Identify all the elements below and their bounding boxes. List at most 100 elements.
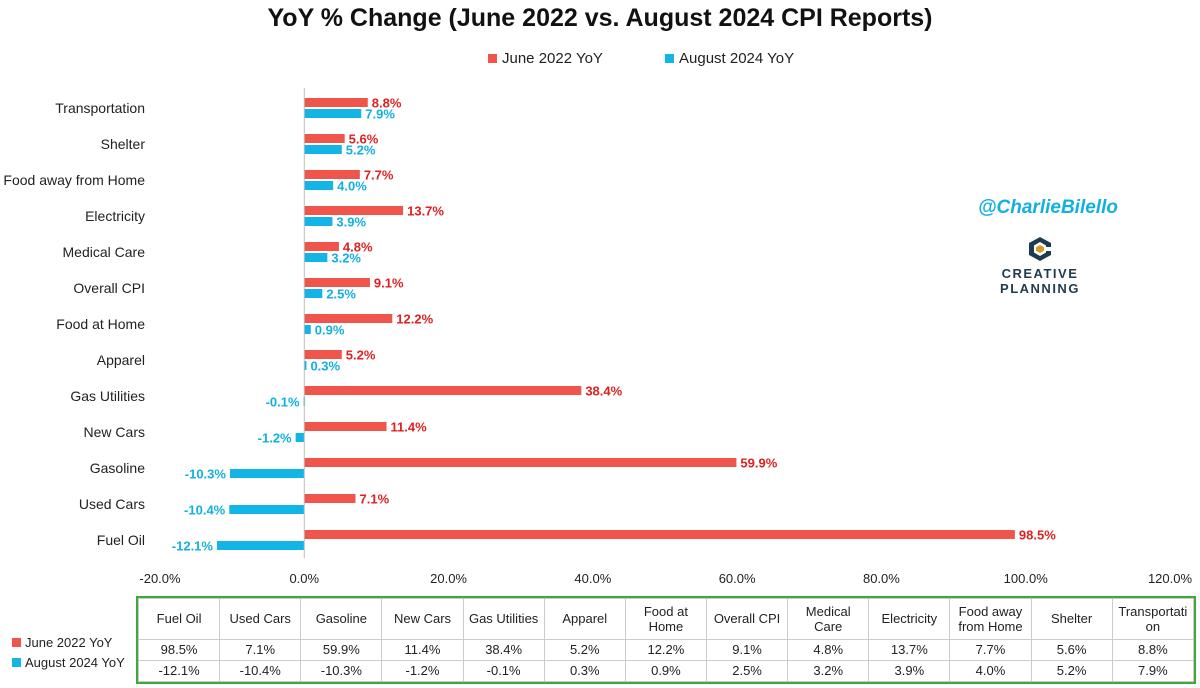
table-cell: -10.4% (219, 659, 302, 683)
table-cell: 11.4% (381, 638, 464, 661)
data-label-aug-2024-transportation: 7.9% (365, 107, 395, 122)
data-label-aug-2024-food-away-from-home: 4.0% (337, 179, 367, 194)
bar-june-2022-overall-cpi (304, 278, 370, 287)
data-label-aug-2024-apparel: 0.3% (310, 359, 340, 374)
category-label-gasoline: Gasoline (90, 460, 145, 476)
creative-planning-logo-icon (1029, 237, 1051, 261)
category-label-fuel-oil: Fuel Oil (97, 532, 145, 548)
data-label-aug-2024-used-cars: -10.4% (184, 503, 226, 518)
category-label-overall-cpi: Overall CPI (73, 280, 145, 296)
data-label-june-2022-fuel-oil: 98.5% (1019, 528, 1056, 543)
category-label-electricity: Electricity (85, 208, 145, 224)
category-label-gas-utilities: Gas Utilities (70, 388, 145, 404)
category-label-apparel: Apparel (97, 352, 145, 368)
table-cell: 4.0% (949, 659, 1032, 683)
bar-aug-2024-food-away-from-home (304, 181, 334, 190)
bar-aug-2024-used-cars (229, 505, 305, 514)
table-row-label-june-2022: June 2022 YoY (12, 632, 112, 652)
table-header-cell: Electricity (868, 598, 951, 640)
bar-june-2022-apparel (304, 350, 342, 359)
bar-june-2022-gasoline (304, 458, 737, 467)
table-row-june-2022: 98.5% 7.1% 59.9% 11.4% 38.4% 5.2% 12.2% 9.1% 4.8… (137, 638, 1195, 661)
bar-aug-2024-medical-care (304, 253, 328, 262)
bar-aug-2024-apparel (304, 361, 307, 370)
bar-june-2022-new-cars (304, 422, 387, 431)
x-tick-label: 0.0% (289, 571, 319, 586)
data-label-aug-2024-medical-care: 3.2% (331, 251, 361, 266)
table-cell: 38.4% (462, 638, 545, 661)
table-header-cell: Fuel Oil (137, 598, 221, 640)
bar-aug-2024-transportation (304, 109, 362, 118)
data-label-aug-2024-gasoline: -10.3% (185, 467, 227, 482)
legend-swatch-aug-2024 (665, 54, 674, 63)
bar-june-2022-medical-care (304, 242, 339, 251)
category-label-medical-care: Medical Care (63, 244, 146, 260)
table-row-label-aug-2024: August 2024 YoY (12, 652, 125, 672)
bar-aug-2024-new-cars (295, 433, 305, 442)
bar-june-2022-food-at-home (304, 314, 393, 323)
category-label-transportation: Transportation (55, 100, 145, 116)
table-cell: 5.2% (543, 638, 626, 661)
bar-june-2022-used-cars (304, 494, 356, 503)
data-label-june-2022-electricity: 13.7% (407, 204, 444, 219)
table-header-row: Fuel Oil Used Cars Gasoline New Cars Gas Uti… (137, 598, 1195, 640)
table-cell: 2.5% (705, 659, 789, 683)
x-tick-label: 120.0% (1148, 571, 1193, 586)
table-cell: 8.8% (1111, 638, 1195, 661)
data-label-june-2022-shelter: 5.6% (349, 132, 379, 147)
data-label-june-2022-apparel: 5.2% (346, 348, 376, 363)
bar-chart: Fuel Oil 98.5% -12.1% Used Cars 7.1% -10.4% Ga… (3, 88, 1193, 586)
table-cell: -0.1% (462, 659, 545, 683)
table-cell: 7.9% (1111, 659, 1195, 683)
table-row-label-text: August 2024 YoY (25, 654, 125, 670)
table-cell: 5.2% (1030, 659, 1113, 683)
table-cell: 9.1% (705, 638, 789, 661)
table-cell: 12.2% (624, 638, 707, 661)
table-cell: 5.6% (1030, 638, 1113, 661)
data-label-aug-2024-new-cars: -1.2% (258, 431, 292, 446)
table-cell: 7.1% (219, 638, 302, 661)
bar-june-2022-transportation (304, 98, 368, 107)
data-label-june-2022-gas-utilities: 38.4% (585, 384, 622, 399)
data-label-june-2022-used-cars: 7.1% (360, 492, 390, 507)
table-header-cell: Shelter (1030, 598, 1113, 640)
table-row-aug-2024: -12.1% -10.4% -10.3% -1.2% -0.1% 0.3% 0.9% 2.5%… (137, 659, 1195, 683)
x-tick-label: 20.0% (430, 571, 467, 586)
data-label-june-2022-new-cars: 11.4% (391, 420, 428, 435)
legend-label-june-2022: June 2022 YoY (502, 50, 603, 67)
x-tick-label: 40.0% (574, 571, 611, 586)
bar-june-2022-food-away-from-home (304, 170, 360, 179)
bar-aug-2024-fuel-oil (216, 541, 305, 550)
bar-june-2022-shelter (304, 134, 345, 143)
logo-line-2: PLANNING (1000, 281, 1080, 296)
bar-aug-2024-overall-cpi (304, 289, 323, 298)
table-swatch-june-2022 (12, 637, 21, 647)
table-cell: -10.3% (300, 659, 383, 683)
category-label-food-at-home: Food at Home (56, 316, 145, 332)
data-label-aug-2024-food-at-home: 0.9% (315, 323, 345, 338)
data-label-june-2022-gasoline: 59.9% (740, 456, 777, 471)
table-cell: 0.9% (624, 659, 707, 683)
data-table: Fuel Oil Used Cars Gasoline New Cars Gas Uti… (136, 596, 1196, 684)
bar-june-2022-fuel-oil (304, 530, 1015, 539)
table-header-cell: Medical Care (787, 598, 870, 640)
table-header-cell: Gasoline (300, 598, 383, 640)
data-label-june-2022-medical-care: 4.8% (343, 240, 373, 255)
table-swatch-aug-2024 (12, 657, 21, 667)
logo-line-1: CREATIVE (1001, 266, 1079, 281)
table-header-cell: Apparel (543, 598, 626, 640)
legend-label-aug-2024: August 2024 YoY (679, 50, 795, 67)
category-label-new-cars: New Cars (84, 424, 145, 440)
x-tick-label: 100.0% (1004, 571, 1049, 586)
x-tick-label: 60.0% (719, 571, 756, 586)
bar-aug-2024-food-at-home (304, 325, 311, 334)
legend-item-june-2022: June 2022 YoY (488, 50, 603, 67)
table-header-cell: Used Cars (219, 598, 302, 640)
data-label-aug-2024-shelter: 5.2% (346, 143, 376, 158)
data-label-aug-2024-fuel-oil: -12.1% (172, 539, 214, 554)
bar-aug-2024-gasoline (229, 469, 305, 478)
twitter-handle: @CharlieBilello (978, 197, 1118, 218)
table-cell: -1.2% (381, 659, 464, 683)
table-cell: 3.2% (787, 659, 870, 683)
x-tick-label: 80.0% (863, 571, 900, 586)
